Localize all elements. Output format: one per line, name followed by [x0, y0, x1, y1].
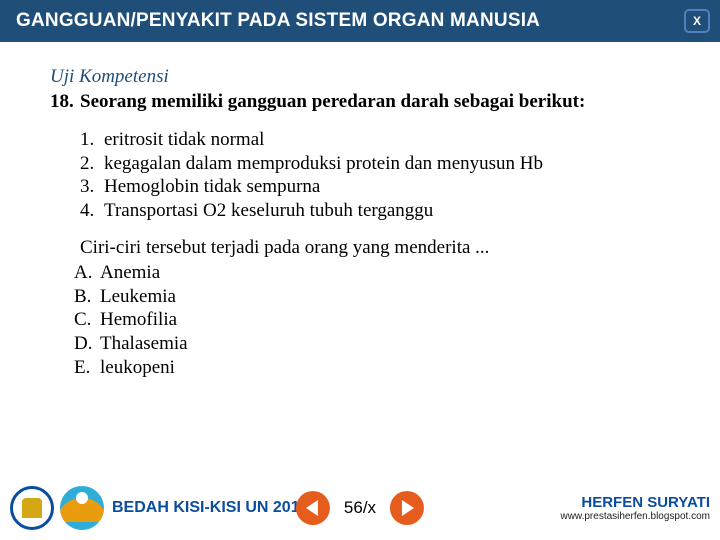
symptom-list: 1.eritrosit tidak normal 2.kegagalan dal…: [80, 128, 680, 223]
slide-footer: BEDAH KISI-KISI UN 2019 56/x HERFEN SURY…: [0, 480, 720, 540]
author-site: www.prestasiherfen.blogspot.com: [560, 511, 710, 522]
question-text: Seorang memiliki gangguan peredaran dara…: [80, 90, 680, 114]
list-item: 3.Hemoglobin tidak sempurna: [80, 175, 680, 199]
option-e[interactable]: E.leukopeni: [74, 356, 680, 380]
option-a[interactable]: A.Anemia: [74, 261, 680, 285]
footer-title: BEDAH KISI-KISI UN 2019: [112, 499, 309, 517]
slide-header: GANGGUAN/PENYAKIT PADA SISTEM ORGAN MANU…: [0, 0, 720, 42]
slide-nav: 56/x: [296, 491, 424, 525]
list-item: 2.kegagalan dalam memproduksi protein da…: [80, 152, 680, 176]
badges: [10, 486, 104, 530]
page-indicator: 56/x: [344, 498, 376, 518]
close-button[interactable]: X: [684, 9, 710, 33]
option-d[interactable]: D.Thalasemia: [74, 332, 680, 356]
option-b[interactable]: B.Leukemia: [74, 285, 680, 309]
question: 18. Seorang memiliki gangguan peredaran …: [50, 90, 680, 114]
arrow-right-icon: [402, 500, 414, 516]
slide-content: Uji Kompetensi 18. Seorang memiliki gang…: [0, 42, 720, 380]
list-item: 1.eritrosit tidak normal: [80, 128, 680, 152]
slide-title: GANGGUAN/PENYAKIT PADA SISTEM ORGAN MANU…: [16, 10, 540, 32]
author-name: HERFEN SURYATI: [560, 494, 710, 511]
prev-button[interactable]: [296, 491, 330, 525]
arrow-left-icon: [306, 500, 318, 516]
answer-prompt: Ciri-ciri tersebut terjadi pada orang ya…: [80, 237, 680, 259]
next-button[interactable]: [390, 491, 424, 525]
footer-credits: HERFEN SURYATI www.prestasiherfen.blogsp…: [560, 494, 710, 522]
list-item: 4.Transportasi O2 keseluruh tubuh tergan…: [80, 199, 680, 223]
section-title: Uji Kompetensi: [50, 66, 680, 88]
curriculum-logo-icon: [60, 486, 104, 530]
answer-options: A.Anemia B.Leukemia C.Hemofilia D.Thalas…: [74, 261, 680, 380]
option-c[interactable]: C.Hemofilia: [74, 308, 680, 332]
question-number: 18.: [50, 90, 80, 114]
ministry-logo-icon: [10, 486, 54, 530]
